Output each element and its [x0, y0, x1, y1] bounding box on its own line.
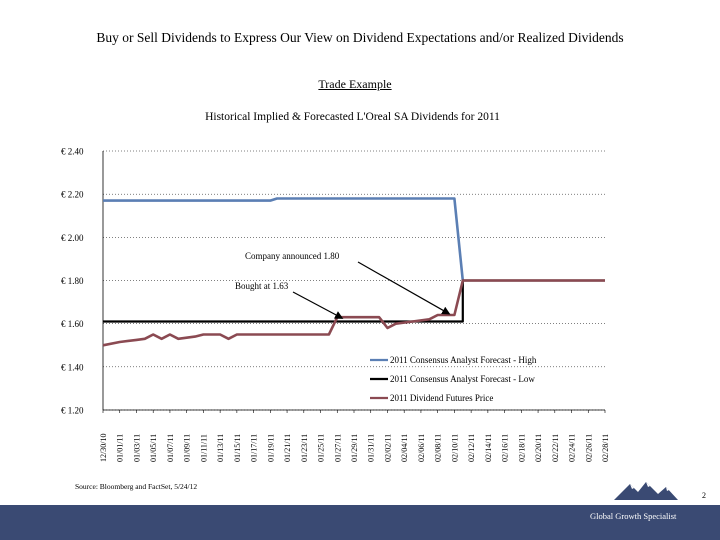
x-tick-label: 02/10/11 — [450, 434, 459, 462]
y-tick-label: € 1.80 — [61, 276, 84, 286]
x-tick-label: 01/07/11 — [166, 434, 175, 462]
legend-label: 2011 Dividend Futures Price — [390, 393, 493, 403]
x-tick-label: 02/20/11 — [534, 434, 543, 462]
x-tick-label: 01/05/11 — [149, 434, 158, 462]
annotation-label: Bought at 1.63 — [235, 281, 289, 291]
x-tick-label: 01/27/11 — [333, 434, 342, 462]
x-tick-label: 02/14/11 — [484, 434, 493, 462]
mountains-logo-icon — [614, 482, 678, 500]
annotation-label: Company announced 1.80 — [245, 251, 340, 261]
x-tick-label: 01/15/11 — [233, 434, 242, 462]
chart-title: Historical Implied & Forecasted L'Oreal … — [205, 111, 500, 123]
slide-title: Buy or Sell Dividends to Express Our Vie… — [96, 30, 624, 45]
x-tick-label: 02/04/11 — [400, 434, 409, 462]
y-tick-label: € 2.20 — [61, 190, 84, 200]
annotation-arrow — [357, 261, 451, 315]
x-tick-label: 01/17/11 — [250, 434, 259, 462]
y-tick-label: € 1.60 — [61, 319, 84, 329]
y-tick-label: € 1.40 — [61, 362, 84, 372]
x-tick-label: 01/31/11 — [367, 434, 376, 462]
y-tick-label: € 2.00 — [61, 233, 84, 243]
legend-label: 2011 Consensus Analyst Forecast - High — [390, 355, 537, 365]
legend-label: 2011 Consensus Analyst Forecast - Low — [390, 374, 535, 384]
x-tick-label: 01/03/11 — [132, 434, 141, 462]
x-tick-label: 02/12/11 — [467, 434, 476, 462]
footer-text: Global Growth Specialist — [590, 511, 677, 521]
x-tick-label: 02/22/11 — [551, 434, 560, 462]
x-tick-label: 02/02/11 — [383, 434, 392, 462]
x-tick-label: 02/18/11 — [517, 434, 526, 462]
slide-subtitle: Trade Example — [318, 77, 392, 91]
x-tick-label: 02/26/11 — [584, 434, 593, 462]
y-tick-label: € 1.20 — [61, 406, 84, 416]
source-note: Source: Bloomberg and FactSet, 5/24/12 — [75, 482, 198, 491]
series-line — [102, 279, 605, 347]
x-tick-label: 01/19/11 — [266, 434, 275, 462]
x-tick-label: 12/30/10 — [99, 434, 108, 462]
x-tick-label: 01/11/11 — [199, 434, 208, 462]
x-tick-label: 01/25/11 — [317, 434, 326, 462]
series-line — [103, 279, 605, 323]
x-tick-label: 01/21/11 — [283, 434, 292, 462]
x-tick-label: 02/06/11 — [417, 434, 426, 462]
y-tick-label: € 2.40 — [61, 147, 84, 157]
x-tick-label: 01/13/11 — [216, 434, 225, 462]
series-line — [103, 197, 465, 281]
x-tick-label: 01/23/11 — [300, 434, 309, 462]
x-tick-label: 02/16/11 — [501, 434, 510, 462]
footer-bar — [0, 505, 720, 540]
x-tick-label: 02/28/11 — [601, 434, 610, 462]
x-tick-label: 02/08/11 — [434, 434, 443, 462]
x-tick-label: 02/24/11 — [568, 434, 577, 462]
x-tick-label: 01/29/11 — [350, 434, 359, 462]
page-number: 2 — [702, 491, 706, 500]
x-tick-label: 01/01/11 — [116, 434, 125, 462]
x-tick-label: 01/09/11 — [183, 434, 192, 462]
annotation-arrow — [292, 291, 344, 319]
dividend-chart: € 2.40 € 2.20 € 2.00 € 1.80 € 1.60 € 1.40 € 1.… — [61, 147, 610, 463]
